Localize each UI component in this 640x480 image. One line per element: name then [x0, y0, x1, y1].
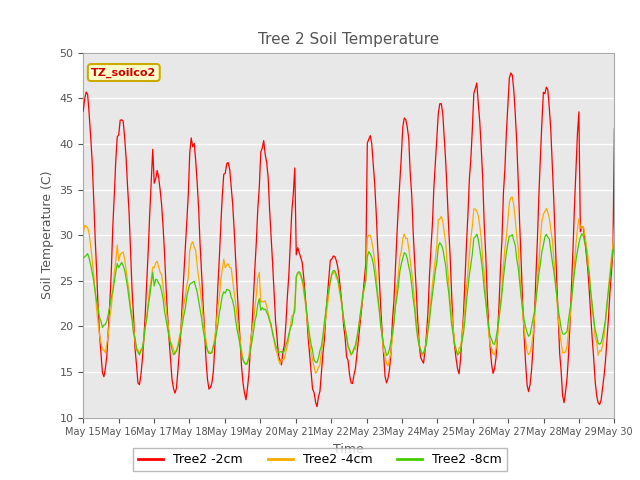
Legend: Tree2 -2cm, Tree2 -4cm, Tree2 -8cm: Tree2 -2cm, Tree2 -4cm, Tree2 -8cm	[133, 448, 507, 471]
Y-axis label: Soil Temperature (C): Soil Temperature (C)	[41, 171, 54, 300]
Title: Tree 2 Soil Temperature: Tree 2 Soil Temperature	[258, 33, 440, 48]
Text: TZ_soilco2: TZ_soilco2	[91, 67, 156, 78]
X-axis label: Time: Time	[333, 443, 364, 456]
